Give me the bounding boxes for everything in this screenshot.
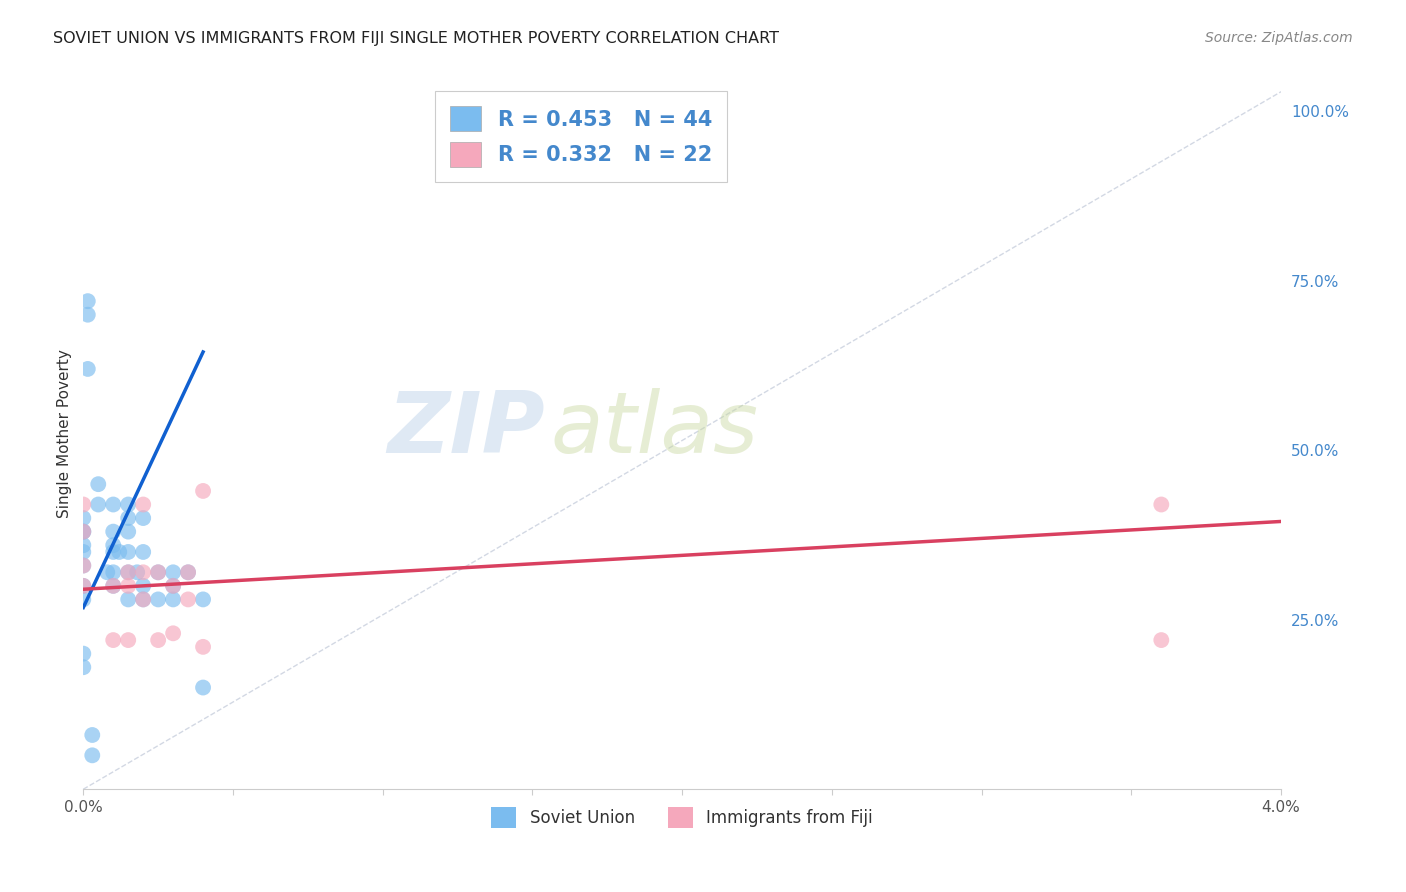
Point [177,592,200,607]
Point [117,579,139,593]
Point [117,566,139,580]
Point [132,579,155,593]
Point [72,538,94,552]
Point [1150,498,1173,512]
Point [127,566,149,580]
Point [72,511,94,525]
Point [177,566,200,580]
Point [72,524,94,539]
Point [72,579,94,593]
Point [117,566,139,580]
Point [146,566,169,580]
Point [103,633,125,648]
Point [191,681,214,695]
Point [162,579,184,593]
Text: Source: ZipAtlas.com: Source: ZipAtlas.com [1205,31,1353,45]
Point [103,538,125,552]
Point [132,592,155,607]
Point [72,498,94,512]
Point [146,566,169,580]
Point [103,524,125,539]
Point [132,566,155,580]
Point [132,545,155,559]
Point [72,592,94,607]
Point [1150,633,1173,648]
Point [108,545,131,559]
Point [96,566,118,580]
Legend: Soviet Union, Immigrants from Fiji: Soviet Union, Immigrants from Fiji [485,801,880,834]
Point [162,566,184,580]
Point [146,633,169,648]
Point [72,579,94,593]
Point [162,592,184,607]
Point [162,626,184,640]
Point [162,579,184,593]
Point [117,524,139,539]
Point [132,592,155,607]
Point [132,498,155,512]
Point [76,308,98,322]
Point [117,511,139,525]
Point [82,728,104,742]
Point [103,579,125,593]
Point [117,592,139,607]
Point [72,545,94,559]
Point [103,579,125,593]
Point [72,660,94,674]
Point [117,498,139,512]
Text: ZIP: ZIP [387,388,544,471]
Point [72,558,94,573]
Point [132,511,155,525]
Point [117,545,139,559]
Point [177,566,200,580]
Point [76,294,98,309]
Point [103,545,125,559]
Point [72,558,94,573]
Point [191,592,214,607]
Point [191,640,214,654]
Point [72,647,94,661]
Point [191,483,214,498]
Point [82,748,104,763]
Text: atlas: atlas [550,388,758,471]
Point [103,566,125,580]
Y-axis label: Single Mother Poverty: Single Mother Poverty [58,349,72,517]
Point [72,524,94,539]
Point [146,592,169,607]
Point [87,498,110,512]
Point [117,633,139,648]
Text: SOVIET UNION VS IMMIGRANTS FROM FIJI SINGLE MOTHER POVERTY CORRELATION CHART: SOVIET UNION VS IMMIGRANTS FROM FIJI SIN… [53,31,779,46]
Point [72,524,94,539]
Point [87,477,110,491]
Point [103,498,125,512]
Point [76,362,98,376]
